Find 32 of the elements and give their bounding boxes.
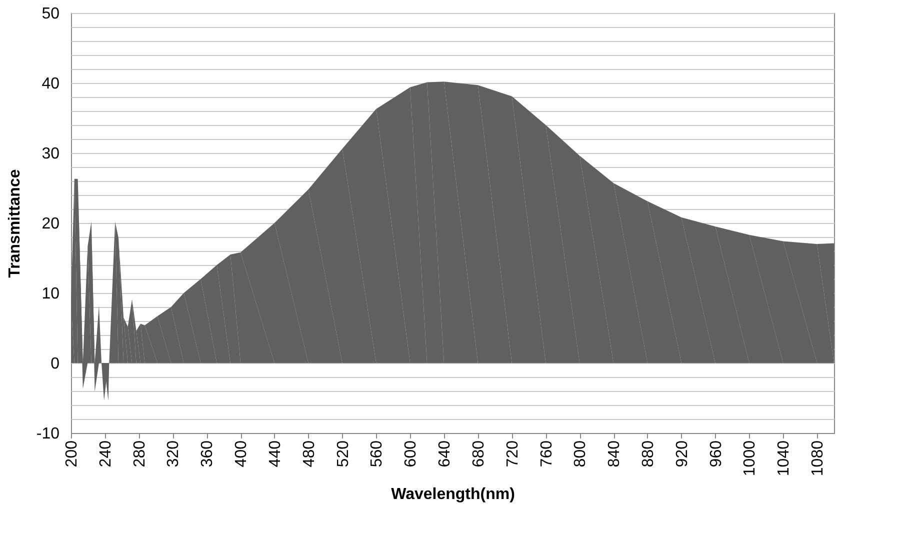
y-tick-label: 40: [42, 76, 60, 92]
y-axis-title: Transmittance: [6, 169, 24, 278]
x-tick-label: 1040: [776, 440, 793, 476]
x-tick-label: 240: [97, 440, 114, 468]
x-tick-label: 800: [572, 440, 590, 468]
x-tick-label: 520: [334, 440, 352, 468]
x-tick-label: 600: [402, 440, 420, 468]
x-tick-label: 720: [504, 440, 522, 468]
x-axis-title: Wavelength(nm): [391, 486, 515, 504]
x-tick-label: 640: [436, 440, 454, 468]
x-tick-label: 1080: [810, 440, 827, 476]
x-tick-label: 400: [233, 440, 250, 468]
x-tick-label: 960: [708, 440, 725, 468]
x-tick-label: 840: [606, 440, 624, 468]
x-tick-label: 480: [300, 440, 318, 468]
x-tick-label: 320: [165, 440, 182, 468]
y-tick-label: 30: [42, 146, 60, 162]
y-tick-label: -10: [36, 426, 60, 442]
y-tick-label: 0: [50, 356, 60, 372]
y-tick-label: 20: [42, 216, 60, 232]
x-tick-label: 680: [470, 440, 488, 468]
x-tick-label: 920: [674, 440, 691, 468]
x-tick-label: 880: [640, 440, 657, 468]
y-tick-label: 50: [42, 6, 60, 22]
x-tick-label: 440: [266, 440, 284, 468]
x-tick-label: 360: [199, 440, 216, 468]
x-tick-label: 1000: [742, 440, 759, 476]
y-tick-label: 10: [42, 286, 60, 302]
x-tick-label: 280: [131, 440, 148, 468]
x-tick-label: 760: [538, 440, 556, 468]
x-tick-label: 560: [368, 440, 386, 468]
x-tick-label: 200: [64, 440, 80, 468]
